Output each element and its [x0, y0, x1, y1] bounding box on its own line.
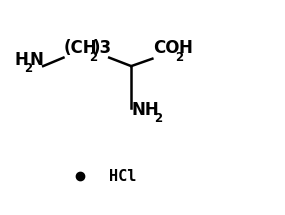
Text: H: H	[179, 39, 192, 57]
Text: NH: NH	[132, 101, 160, 119]
Text: H: H	[14, 51, 28, 69]
Text: 2: 2	[25, 63, 33, 75]
Text: )3: )3	[93, 39, 112, 57]
Text: 2: 2	[154, 112, 162, 125]
Text: HCl: HCl	[109, 169, 136, 184]
Text: (CH: (CH	[64, 39, 98, 57]
Text: CO: CO	[153, 39, 180, 57]
Text: N: N	[30, 51, 44, 69]
Text: 2: 2	[175, 51, 183, 64]
Text: 2: 2	[89, 51, 97, 64]
